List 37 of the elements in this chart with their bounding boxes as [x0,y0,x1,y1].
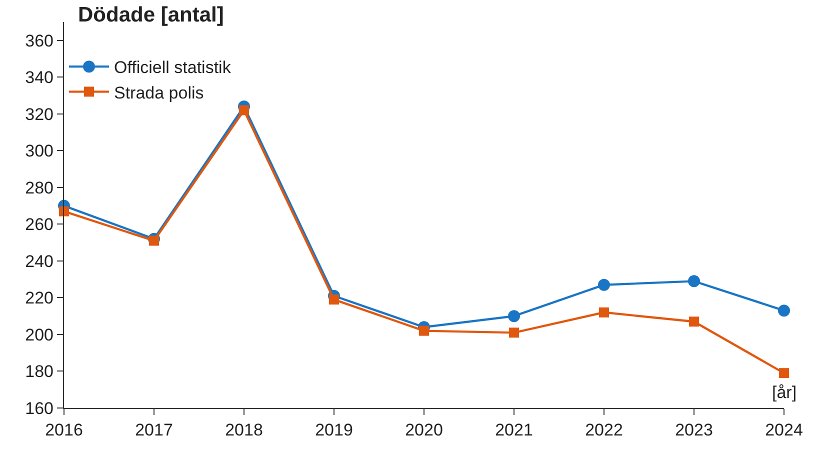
legend-label: Strada polis [114,83,204,102]
y-tick-label: 220 [25,288,54,308]
y-tick-label: 300 [25,142,54,161]
y-tick-label: 160 [25,398,54,418]
y-tick-label: 340 [25,68,54,88]
point [509,328,519,338]
x-tick-label: 2020 [405,420,443,440]
x-tick-label: 2016 [45,420,83,440]
y-tick-label: 240 [25,252,54,271]
point [688,275,700,288]
x-tick-label: 2021 [495,420,533,440]
point [508,310,520,322]
point [149,236,159,246]
x-tick-label: 2017 [135,420,173,440]
y-tick-label: 260 [25,215,54,234]
y-tick-label: 180 [25,362,54,382]
legend-label: Officiell statistik [114,58,232,78]
y-tick-label: 200 [25,325,54,344]
y-tick-label: 320 [25,104,54,124]
x-tick-label: 2022 [585,420,623,440]
y-tick-label: 360 [25,31,54,50]
x-tick-label: 2018 [225,420,263,440]
x-axis-title: [år] [772,383,797,402]
x-tick-label: 2023 [675,420,713,440]
point [59,206,69,216]
point [689,316,699,327]
x-tick-label: 2024 [765,420,803,440]
point [778,304,790,317]
point [419,326,429,336]
point [599,307,609,318]
y-tick-label: 280 [25,178,54,198]
chart-title: Dödade [antal] [78,3,224,26]
x-tick-label: 2019 [315,420,353,440]
point [598,278,610,291]
point [329,294,339,305]
point [239,105,249,116]
point [779,368,789,378]
